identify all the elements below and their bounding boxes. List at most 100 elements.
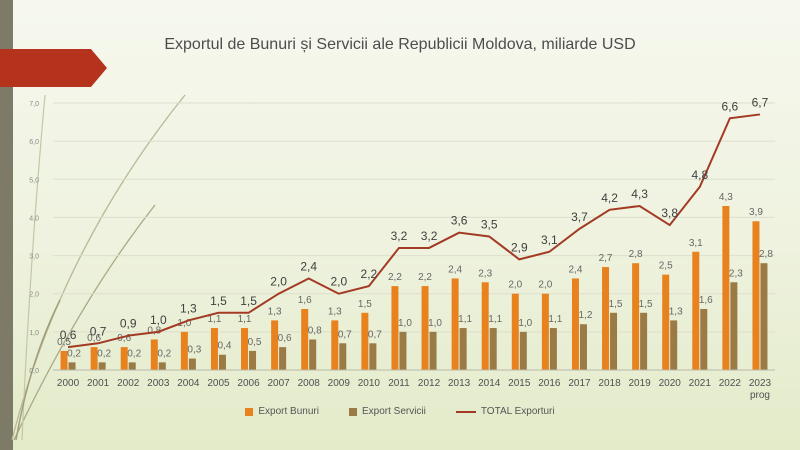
bar-export-bunuri: [391, 286, 399, 370]
legend-item-total-exporturi: TOTAL Exporturi: [455, 406, 555, 417]
data-label-export-bunuri: 3,1: [689, 238, 703, 249]
data-label-export-bunuri: 0,6: [117, 333, 131, 344]
data-label-total-exporturi: 4,2: [601, 191, 618, 205]
bar-export-bunuri: [752, 221, 760, 370]
data-label-export-bunuri: 1,1: [208, 314, 222, 325]
data-label-export-servicii: 2,8: [759, 249, 773, 260]
data-label-export-servicii: 1,1: [548, 314, 562, 325]
bar-export-servicii: [279, 347, 287, 370]
bar-export-servicii: [68, 362, 76, 370]
data-label-export-bunuri: 4,3: [719, 192, 733, 203]
data-label-export-servicii: 0,8: [308, 325, 322, 336]
bar-export-servicii: [459, 328, 467, 370]
x-tick-label: 2016: [538, 378, 561, 389]
bar-export-servicii: [128, 362, 136, 370]
x-tick-label: 2010: [358, 378, 381, 389]
x-tick-label: 2022: [719, 378, 742, 389]
y-axis: 0,0 1,0 2,0 3,0 4,0 5,0 6,0 7,0: [29, 101, 39, 375]
data-label-total-exporturi: 2,0: [330, 275, 347, 289]
bar-export-servicii: [158, 362, 166, 370]
x-tick-label: 2018: [598, 378, 621, 389]
x-tick-label: 2023: [749, 378, 772, 389]
data-label-export-bunuri: 1,3: [328, 306, 342, 317]
x-tick-label: 2002: [117, 378, 140, 389]
bar-export-servicii: [218, 354, 226, 370]
bar-export-servicii: [549, 328, 557, 370]
bar-export-servicii: [369, 343, 377, 370]
bar-export-bunuri: [180, 331, 188, 370]
bar-export-servicii: [610, 312, 618, 370]
bar-export-bunuri: [60, 350, 68, 370]
legend-item-export-bunuri: Export Bunuri: [245, 406, 319, 417]
data-label-export-servicii: 1,1: [488, 314, 502, 325]
total-exporturi-line: [67, 113, 761, 349]
data-label-export-bunuri: 1,6: [298, 295, 312, 306]
legend-item-export-servicii: Export Servicii: [348, 406, 426, 417]
legend-label-total-exporturi: TOTAL Exporturi: [480, 406, 555, 417]
data-label-export-servicii: 0,5: [248, 337, 262, 348]
x-tick-label: 2007: [268, 378, 291, 389]
bar-export-servicii: [670, 320, 678, 370]
data-label-export-servicii: 1,0: [398, 318, 412, 329]
bar-export-servicii: [429, 331, 437, 370]
bar-export-servicii: [399, 331, 407, 370]
data-label-total-exporturi: 4,8: [691, 168, 708, 182]
data-label-export-bunuri: 2,0: [508, 280, 522, 291]
bar-export-servicii: [730, 282, 738, 370]
bar-export-bunuri: [301, 308, 309, 370]
x-tick-label: 2019: [629, 378, 652, 389]
chart-title: Exportul de Bunuri și Servicii ale Repub…: [164, 36, 636, 53]
data-label-total-exporturi: 2,9: [511, 240, 528, 254]
data-label-total-exporturi: 1,5: [210, 294, 227, 308]
data-label-export-servicii: 0,2: [157, 348, 171, 359]
bars-layer: 0,50,20,60,20,60,20,80,21,00,31,10,41,10…: [57, 192, 773, 370]
legend-label-export-bunuri: Export Bunuri: [258, 406, 319, 417]
data-label-export-servicii: 0,3: [187, 345, 201, 356]
x-tick-label: 2004: [177, 378, 200, 389]
data-label-total-exporturi: 6,6: [722, 99, 739, 113]
data-label-total-exporturi: 0,7: [90, 324, 107, 338]
data-label-export-bunuri: 2,0: [538, 280, 552, 291]
data-label-export-bunuri: 2,2: [418, 272, 432, 283]
x-tick-label: 2021: [689, 378, 712, 389]
data-label-total-exporturi: 2,0: [270, 275, 287, 289]
data-label-export-servicii: 0,7: [368, 329, 382, 340]
data-label-total-exporturi: 6,7: [752, 95, 769, 109]
data-label-total-exporturi: 3,6: [451, 214, 468, 228]
bar-export-bunuri: [692, 251, 700, 370]
data-label-total-exporturi: 3,8: [661, 206, 678, 220]
data-label-export-servicii: 1,0: [518, 318, 532, 329]
data-label-export-bunuri: 3,9: [749, 207, 763, 218]
bar-export-servicii: [249, 350, 257, 370]
data-label-export-bunuri: 2,4: [569, 264, 583, 275]
data-label-export-servicii: 1,0: [428, 318, 442, 329]
data-label-total-exporturi: 3,5: [481, 218, 498, 232]
x-tick-label: 2006: [237, 378, 260, 389]
bar-export-servicii: [519, 331, 527, 370]
data-label-export-bunuri: 2,5: [659, 261, 673, 272]
x-tick-label: 2003: [147, 378, 170, 389]
bar-export-bunuri: [451, 278, 459, 370]
left-decor-bar: [0, 0, 13, 450]
data-label-export-servicii: 0,6: [278, 333, 292, 344]
bar-export-bunuri: [241, 328, 249, 370]
bar-export-bunuri: [120, 347, 128, 370]
data-label-export-servicii: 1,1: [458, 314, 472, 325]
bar-export-bunuri: [90, 347, 98, 370]
bar-export-bunuri: [632, 263, 640, 370]
data-label-export-servicii: 1,2: [579, 310, 593, 321]
data-label-export-servicii: 0,2: [127, 348, 141, 359]
x-tick-label: 2013: [448, 378, 471, 389]
y-tick-label: 4,0: [29, 215, 39, 222]
bar-export-bunuri: [150, 339, 158, 370]
x-axis: 2000 2001 2002 2003 2004 2005 2006 2007 2008 2009…: [53, 369, 775, 401]
x-tick-label: 2005: [207, 378, 230, 389]
data-label-export-servicii: 0,7: [338, 329, 352, 340]
y-tick-label: 6,0: [29, 139, 39, 146]
data-label-export-bunuri: 1,3: [268, 306, 282, 317]
data-label-export-bunuri: 0,6: [87, 333, 101, 344]
data-label-export-servicii: 1,6: [699, 295, 713, 306]
data-label-export-bunuri: 1,1: [238, 314, 252, 325]
bar-export-servicii: [640, 312, 648, 370]
data-label-total-exporturi: 3,7: [571, 210, 588, 224]
